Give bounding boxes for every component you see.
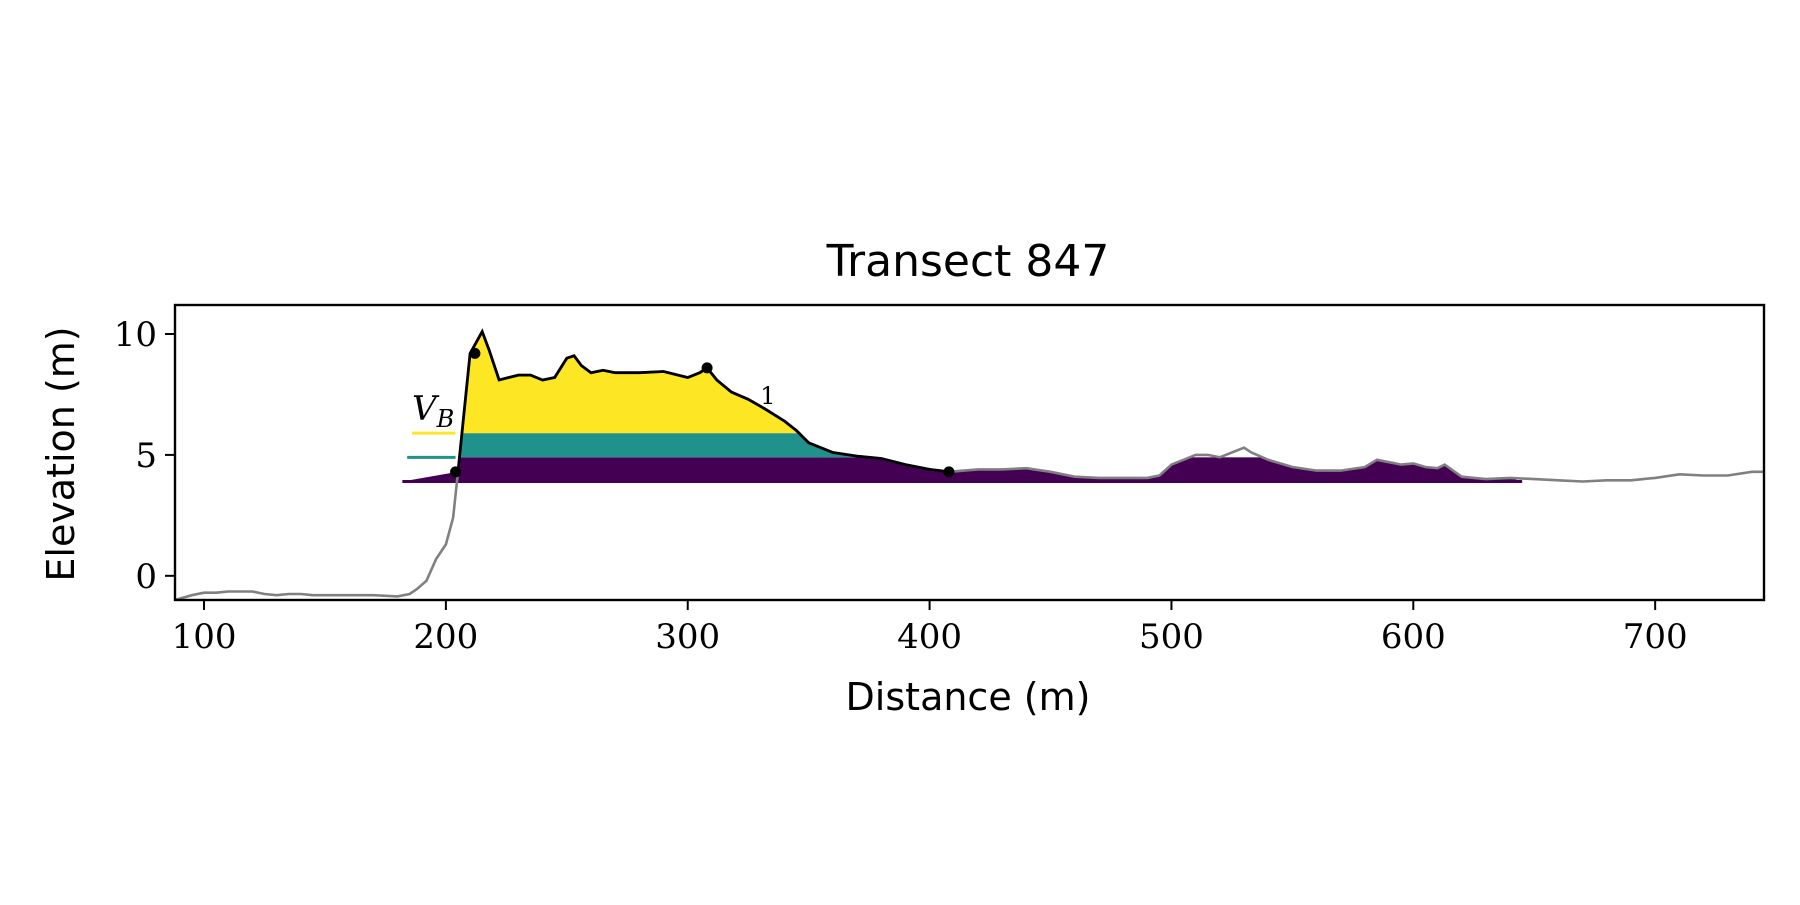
dune-marker-3: [943, 466, 955, 478]
annotation-vb: VB: [412, 389, 454, 433]
axes: 100 200 300 400 500 600 700 0 5 10: [114, 303, 1766, 657]
x-tick-label: 100: [172, 617, 237, 657]
dune-marker-2: [701, 362, 713, 374]
plot-content: VB 1: [175, 328, 1764, 600]
y-tick-label: 5: [135, 436, 157, 476]
dune-line: [456, 328, 950, 474]
annotation-1: 1: [760, 382, 775, 410]
x-axis-label: Distance (m): [846, 675, 1091, 719]
x-tick-label: 300: [655, 617, 720, 657]
dune-marker-1: [469, 347, 481, 359]
plot-area: VB 1: [175, 328, 1764, 600]
x-tick-label: 200: [413, 617, 478, 657]
y-axis-label: Elevation (m): [39, 326, 83, 581]
y-tick-label: 0: [135, 557, 157, 597]
axes-frame: [173, 303, 1766, 602]
x-tick-label: 400: [897, 617, 962, 657]
x-tick-label: 500: [1139, 617, 1204, 657]
x-tick-label: 700: [1623, 617, 1688, 657]
band-mid-fill: [458, 433, 949, 458]
y-tick-label: 10: [114, 315, 157, 355]
dune-marker-0: [450, 466, 462, 478]
chart-title: Transect 847: [826, 236, 1110, 287]
profile-line: [175, 328, 1764, 600]
x-tick-label: 600: [1381, 617, 1446, 657]
